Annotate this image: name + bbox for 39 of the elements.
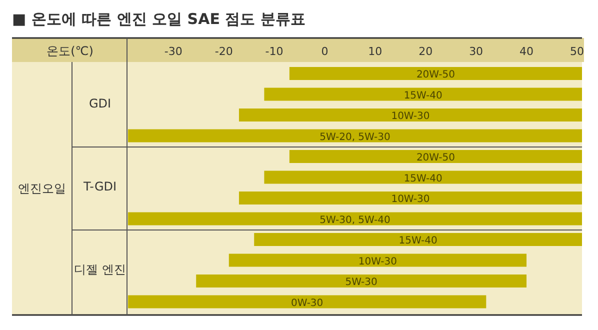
y-tick-label: 10W-30 <box>358 256 397 268</box>
bar <box>128 212 582 226</box>
x-tick-label: 10 <box>368 45 382 58</box>
y-tick-label: 5W-20, 5W-30 <box>320 132 390 143</box>
bar <box>289 150 582 163</box>
y-tick-label: 5W-30 <box>345 277 378 288</box>
bar <box>289 67 582 80</box>
bar <box>238 108 582 122</box>
y-tick-label: 15W-40 <box>404 90 442 102</box>
x-tick-label: 30 <box>469 45 484 58</box>
x-tick-label: -10 <box>265 45 284 58</box>
bar <box>264 88 582 101</box>
x-tick-label: -20 <box>214 45 233 58</box>
bar <box>128 129 582 142</box>
bar <box>128 295 486 308</box>
y-tick-label: 10W-30 <box>391 111 430 122</box>
x-tick-label: 40 <box>520 45 534 58</box>
bar <box>264 170 582 184</box>
x-tick-label: 20 <box>418 45 433 58</box>
text: GDI <box>88 96 112 110</box>
text: 엔진오일 <box>18 182 66 196</box>
y-tick-label: 20W-50 <box>416 152 455 164</box>
text: 디젤 엔진 <box>74 262 126 276</box>
y-tick-label: 5W-30, 5W-40 <box>320 214 390 226</box>
bar <box>228 254 527 267</box>
y-tick-label: 15W-40 <box>398 236 438 246</box>
y-tick-label: 0W-30 <box>290 298 324 309</box>
y-tick-label: 20W-50 <box>416 70 455 80</box>
text: T-GDI <box>82 180 117 194</box>
chart-title: ■ 온도에 따른 엔진 오일 SAE 점도 분류표 <box>12 10 306 28</box>
bar <box>196 274 527 288</box>
y-tick-label: 10W-30 <box>391 194 430 205</box>
x-tick-label: 0 <box>321 45 328 58</box>
y-tick-label: 15W-40 <box>404 173 442 184</box>
x-axis-title: 온도(℃) <box>46 44 94 58</box>
x-tick-label: 50 <box>570 45 584 58</box>
bar <box>238 192 582 204</box>
bar <box>254 233 582 246</box>
x-tick-label: -30 <box>164 45 182 58</box>
